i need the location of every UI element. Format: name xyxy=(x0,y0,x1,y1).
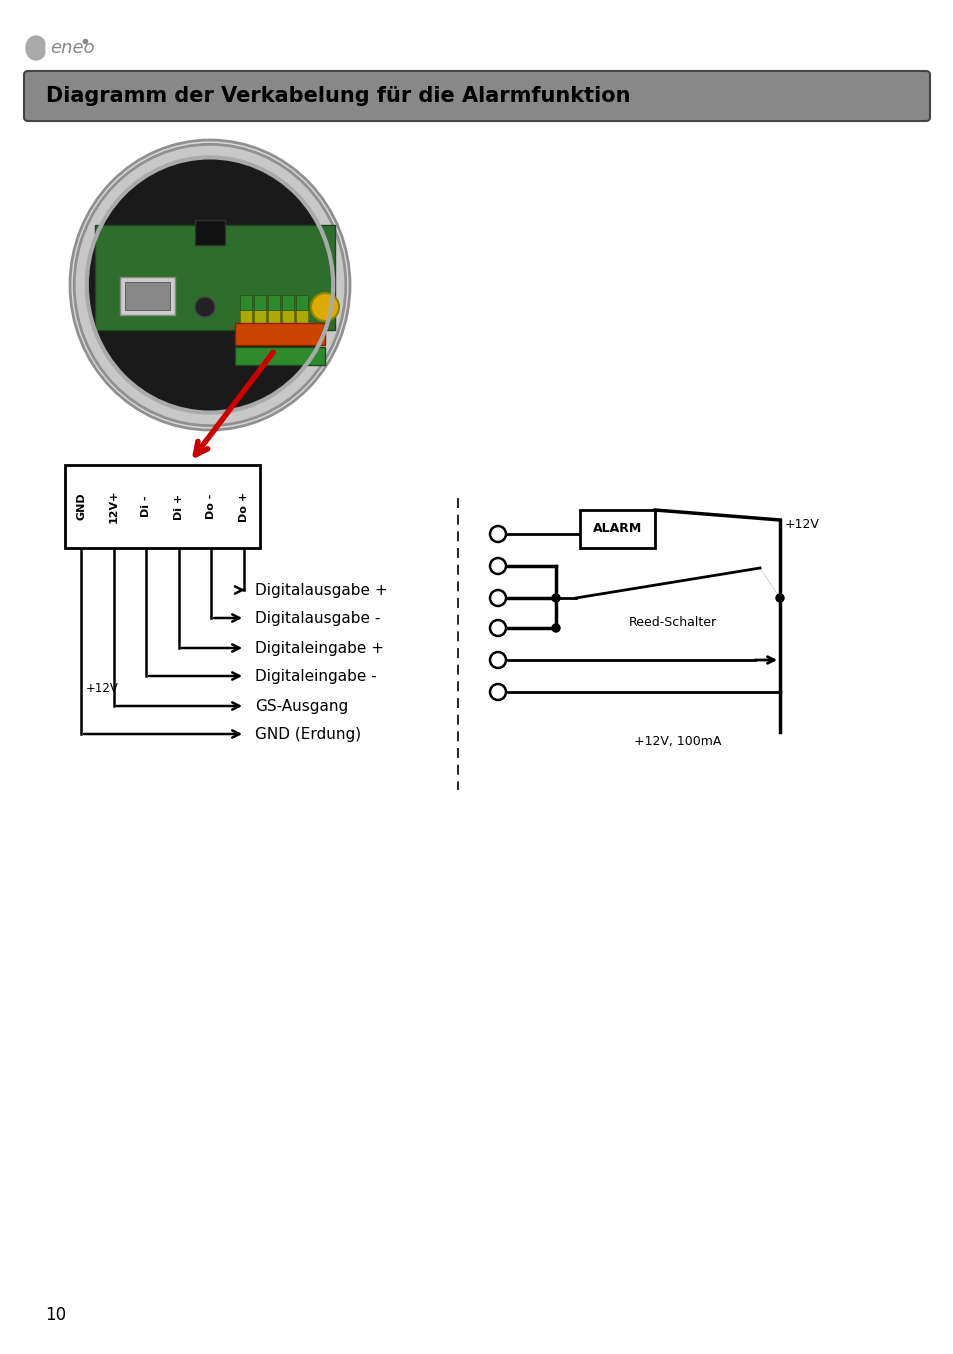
Bar xyxy=(240,295,252,325)
Text: Digitaleingabe -: Digitaleingabe - xyxy=(254,669,376,684)
Circle shape xyxy=(311,292,338,321)
Text: Diagramm der Verkabelung für die Alarmfunktion: Diagramm der Verkabelung für die Alarmfu… xyxy=(46,87,630,106)
Circle shape xyxy=(490,684,505,700)
Text: Do +: Do + xyxy=(238,492,249,521)
Bar xyxy=(253,295,266,310)
Bar xyxy=(65,464,260,548)
Text: Di -: Di - xyxy=(141,496,152,517)
Bar xyxy=(234,347,325,366)
Ellipse shape xyxy=(87,157,333,413)
Circle shape xyxy=(490,620,505,636)
Bar xyxy=(234,324,325,345)
Circle shape xyxy=(490,653,505,668)
Circle shape xyxy=(194,297,214,317)
Bar xyxy=(240,295,252,310)
Ellipse shape xyxy=(70,139,350,431)
Bar xyxy=(95,225,335,330)
Bar xyxy=(268,295,280,310)
Circle shape xyxy=(552,624,559,632)
Text: Digitalausgabe -: Digitalausgabe - xyxy=(254,611,380,626)
Text: +12V, 100mA: +12V, 100mA xyxy=(634,735,720,749)
Circle shape xyxy=(490,525,505,542)
Bar xyxy=(579,510,655,548)
Bar xyxy=(282,295,294,310)
Text: eneo: eneo xyxy=(50,39,94,57)
Circle shape xyxy=(552,594,559,603)
Text: ALARM: ALARM xyxy=(592,523,641,535)
Bar xyxy=(295,295,308,310)
Bar xyxy=(120,278,174,315)
Text: +12V: +12V xyxy=(86,681,118,695)
Text: GND (Erdung): GND (Erdung) xyxy=(254,727,361,742)
Text: +12V: +12V xyxy=(784,519,819,532)
Text: Digitalausgabe +: Digitalausgabe + xyxy=(254,582,387,597)
Text: GS-Ausgang: GS-Ausgang xyxy=(254,699,348,714)
Bar xyxy=(295,295,308,325)
Bar xyxy=(194,219,225,245)
Bar xyxy=(268,295,280,325)
Polygon shape xyxy=(26,37,45,60)
Text: 10: 10 xyxy=(45,1307,66,1324)
Bar xyxy=(253,295,266,325)
Text: GND: GND xyxy=(76,493,86,520)
Text: Reed-Schalter: Reed-Schalter xyxy=(628,616,717,630)
Text: 12V+: 12V+ xyxy=(109,490,118,523)
Circle shape xyxy=(775,594,783,603)
FancyBboxPatch shape xyxy=(24,70,929,121)
Text: Digitaleingabe +: Digitaleingabe + xyxy=(254,640,384,655)
Bar xyxy=(125,282,170,310)
Circle shape xyxy=(490,558,505,574)
Text: Di +: Di + xyxy=(173,493,184,520)
Circle shape xyxy=(490,590,505,607)
Ellipse shape xyxy=(74,145,345,425)
Bar xyxy=(282,295,294,325)
Text: Do -: Do - xyxy=(206,494,216,519)
